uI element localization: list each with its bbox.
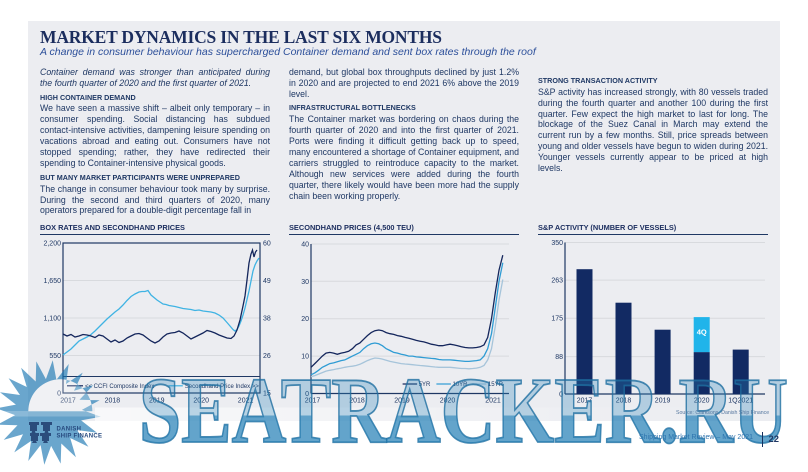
svg-text:550: 550 [49, 353, 61, 360]
svg-text:1,100: 1,100 [43, 316, 61, 323]
svg-text:1Q2021: 1Q2021 [728, 398, 753, 405]
svg-text:2019: 2019 [394, 398, 410, 405]
svg-text:2,200: 2,200 [43, 241, 61, 248]
svg-text:20: 20 [301, 316, 309, 323]
svg-text:60: 60 [263, 241, 271, 248]
svg-text:4Q: 4Q [697, 328, 707, 337]
svg-text:350: 350 [551, 240, 563, 247]
svg-text:2018: 2018 [616, 398, 632, 405]
svg-text:<< CCFI Composite Index: << CCFI Composite Index [85, 384, 154, 390]
svg-text:SHIP FINANCE: SHIP FINANCE [57, 433, 103, 439]
svg-text:2018: 2018 [349, 398, 365, 405]
svg-text:2017: 2017 [60, 398, 76, 405]
svg-text:0: 0 [559, 392, 563, 399]
svg-text:15YR: 15YR [488, 382, 504, 388]
svg-text:30: 30 [301, 279, 309, 286]
svg-text:26: 26 [263, 353, 271, 360]
svg-text:2018: 2018 [105, 398, 121, 405]
svg-text:DANISH: DANISH [57, 427, 82, 433]
svg-text:2019: 2019 [655, 398, 671, 405]
svg-text:SEATRACKER.RU: SEATRACKER.RU [139, 359, 788, 463]
svg-text:88: 88 [555, 354, 563, 361]
svg-text:SEATRACKER.RU: SEATRACKER.RU [139, 359, 788, 463]
svg-text:0: 0 [57, 391, 61, 398]
svg-text:2020: 2020 [193, 398, 209, 405]
svg-text:175: 175 [551, 316, 563, 323]
svg-text:2020: 2020 [694, 398, 710, 405]
svg-text:263: 263 [551, 278, 563, 285]
svg-text:15: 15 [263, 391, 271, 398]
svg-text:2017: 2017 [577, 398, 593, 405]
svg-text:38: 38 [263, 316, 271, 323]
svg-text:Secondhand Price Index >>: Secondhand Price Index >> [185, 384, 260, 390]
svg-text:2021: 2021 [485, 398, 501, 405]
svg-text:2020: 2020 [440, 398, 456, 405]
svg-text:40: 40 [301, 242, 309, 249]
svg-text:2019: 2019 [149, 398, 165, 405]
svg-text:1,650: 1,650 [43, 278, 61, 285]
svg-text:5YR: 5YR [419, 382, 431, 388]
svg-text:49: 49 [263, 278, 271, 285]
svg-text:0: 0 [305, 391, 309, 398]
svg-text:10: 10 [301, 354, 309, 361]
svg-text:2021: 2021 [238, 398, 254, 405]
svg-text:2017: 2017 [305, 398, 321, 405]
svg-text:10YR: 10YR [453, 382, 469, 388]
